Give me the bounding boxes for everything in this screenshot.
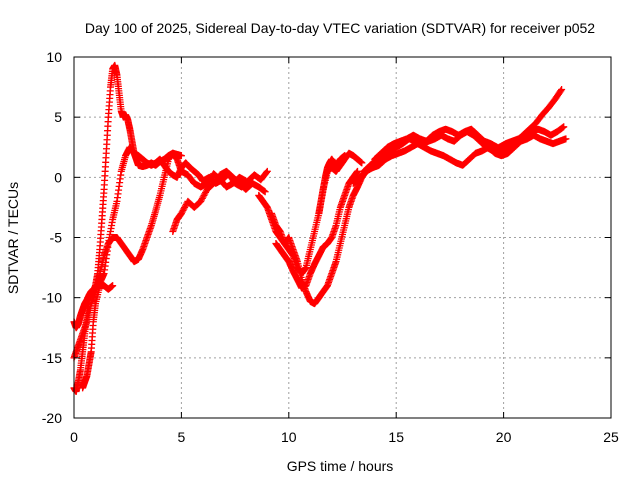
data-point — [179, 206, 187, 214]
data-point — [242, 177, 250, 185]
data-point — [263, 167, 271, 175]
data-point — [202, 188, 210, 196]
data-point — [181, 203, 189, 211]
data-point — [200, 191, 208, 199]
data-series-7 — [272, 167, 362, 292]
y-axis-label: SDTVAR / TECUs — [5, 182, 21, 294]
y-tick-label: -5 — [50, 230, 63, 246]
data-point — [178, 208, 186, 216]
y-tick-label: 10 — [46, 49, 62, 65]
data-point — [177, 152, 185, 160]
data-point — [198, 194, 206, 202]
data-series-3 — [79, 282, 117, 392]
data-series-11 — [371, 85, 566, 163]
data-series-4 — [169, 167, 269, 235]
ticks-layer: 0 5 10 15 20 25 -20 -15 -10 -5 0 5 10 — [42, 49, 619, 445]
data-point — [180, 205, 188, 213]
data-point — [562, 135, 570, 143]
y-tick-label: -20 — [42, 410, 62, 426]
grid-layer — [74, 57, 611, 418]
data-point — [201, 190, 209, 198]
data-point — [341, 152, 349, 160]
x-tick-label: 25 — [603, 429, 619, 445]
data-series-2 — [70, 149, 250, 362]
data-point — [199, 193, 207, 201]
data-point — [558, 85, 566, 93]
data-point — [197, 197, 205, 205]
x-tick-label: 5 — [178, 429, 186, 445]
data-point — [354, 167, 362, 175]
data-point — [560, 123, 568, 131]
data-point — [261, 188, 269, 196]
y-tick-label: -15 — [42, 350, 62, 366]
x-axis-label: GPS time / hours — [287, 458, 394, 474]
data-point — [358, 159, 366, 167]
data-series-0 — [70, 61, 185, 332]
data-point — [109, 282, 117, 290]
data-point — [198, 196, 206, 204]
data-points-layer — [70, 61, 570, 396]
x-tick-label: 20 — [496, 429, 512, 445]
y-tick-label: -10 — [42, 290, 62, 306]
data-point — [181, 202, 189, 210]
data-point — [557, 87, 565, 95]
y-tick-label: 5 — [54, 109, 62, 125]
x-tick-label: 10 — [281, 429, 297, 445]
x-tick-label: 15 — [388, 429, 404, 445]
chart-title: Day 100 of 2025, Sidereal Day-to-day VTE… — [85, 20, 595, 36]
x-tick-label: 0 — [70, 429, 78, 445]
data-point — [263, 168, 271, 176]
y-tick-label: 0 — [54, 169, 62, 185]
data-series-8 — [315, 152, 349, 217]
data-point — [177, 209, 185, 217]
